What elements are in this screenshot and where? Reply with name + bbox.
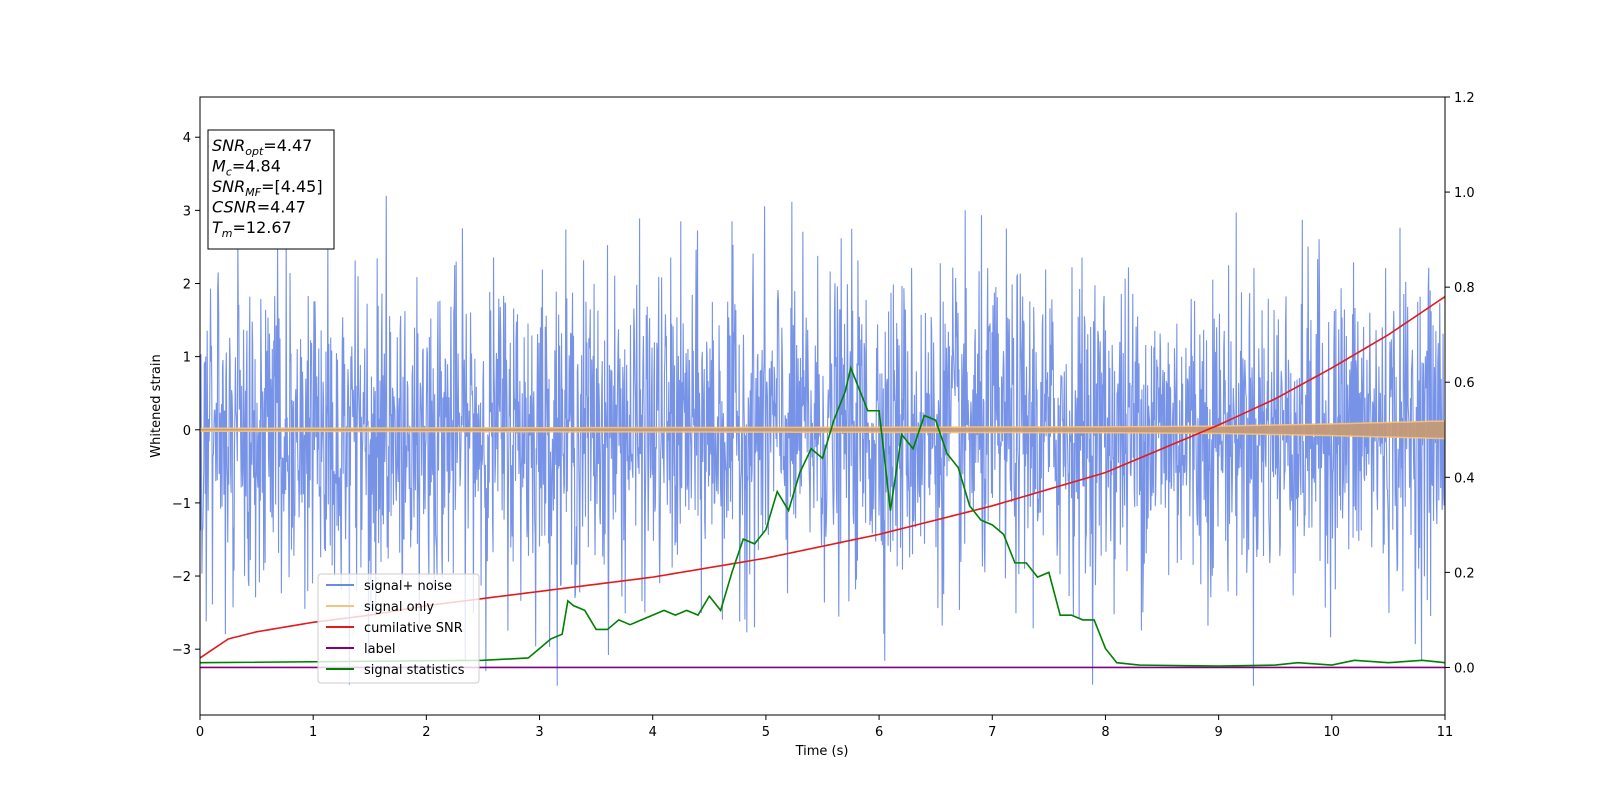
signal-only-line xyxy=(200,420,1445,440)
y-axis-right: 0.0 0.2 0.4 0.6 0.8 1.0 1.2 xyxy=(1445,91,1475,676)
annotation-line: CSNR=4.47 xyxy=(212,198,306,217)
x-axis: 0 1 2 3 4 5 6 7 8 9 10 11 xyxy=(196,715,1453,740)
x-tick-label: 7 xyxy=(988,725,996,740)
y-tick-label: −3 xyxy=(172,643,191,658)
y2-tick-label: 0.0 xyxy=(1454,661,1475,676)
y2-tick-label: 0.8 xyxy=(1454,281,1475,296)
legend: signal+ noise signal only cumilative SNR la… xyxy=(317,573,480,684)
annotation-line: SNRMF=[4.45] xyxy=(212,177,323,199)
y-tick-label: 2 xyxy=(183,277,191,292)
y2-tick-label: 1.0 xyxy=(1454,186,1475,201)
annotation-line: SNRopt=4.47 xyxy=(212,136,312,158)
signal-statistics-line xyxy=(200,365,1445,667)
x-axis-label: Time (s) xyxy=(795,744,849,759)
legend-entry: label xyxy=(364,642,395,657)
x-tick-label: 5 xyxy=(762,725,770,740)
y-axis-label: Whitened strain xyxy=(149,354,164,457)
x-tick-label: 0 xyxy=(196,725,204,740)
y2-tick-label: 0.6 xyxy=(1454,376,1475,391)
y2-tick-label: 1.2 xyxy=(1454,91,1475,106)
plot-frame xyxy=(199,96,1446,716)
y-tick-label: 1 xyxy=(183,351,191,366)
y-axis-left: −3 −2 −1 0 1 2 3 4 xyxy=(172,131,200,658)
x-tick-label: 2 xyxy=(422,725,430,740)
x-tick-label: 10 xyxy=(1324,725,1341,740)
annotation-box: SNRopt=4.47Mc=4.84SNRMF=[4.45]CSNR=4.47T… xyxy=(207,129,335,250)
x-tick-label: 8 xyxy=(1101,725,1109,740)
annotation-line: Mc=4.84 xyxy=(212,157,281,179)
legend-frame xyxy=(317,573,480,684)
x-tick-label: 9 xyxy=(1214,725,1222,740)
y-tick-label: −1 xyxy=(172,497,191,512)
y-tick-label: −2 xyxy=(172,570,191,585)
legend-entry: cumilative SNR xyxy=(364,621,463,636)
x-tick-label: 4 xyxy=(649,725,657,740)
y-tick-label: 3 xyxy=(183,204,191,219)
y2-tick-label: 0.4 xyxy=(1454,471,1475,486)
legend-entry: signal+ noise xyxy=(364,579,452,594)
x-tick-label: 3 xyxy=(535,725,543,740)
legend-entry: signal only xyxy=(364,600,434,615)
y-tick-label: 0 xyxy=(183,424,191,439)
annotation-frame xyxy=(207,129,335,250)
y-tick-label: 4 xyxy=(183,131,191,146)
y2-tick-label: 0.2 xyxy=(1454,566,1475,581)
annotation-line: Tm=12.67 xyxy=(212,218,292,240)
signal-noise-line xyxy=(200,195,1445,686)
x-tick-label: 6 xyxy=(875,725,883,740)
legend-entry: signal statistics xyxy=(364,663,465,678)
x-tick-label: 1 xyxy=(309,725,317,740)
x-tick-label: 11 xyxy=(1437,725,1454,740)
